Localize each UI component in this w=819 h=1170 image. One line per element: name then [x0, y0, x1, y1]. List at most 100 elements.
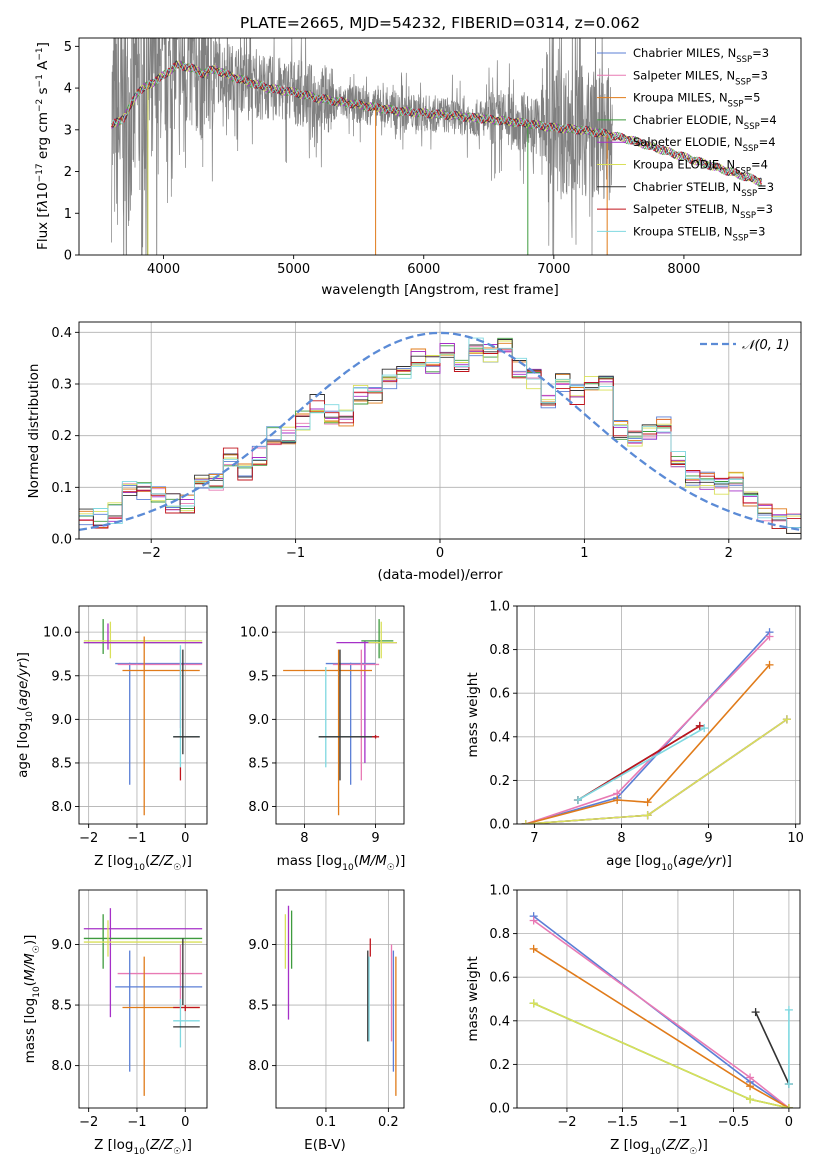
spectrum-panel: PLATE=2665, MJD=54232, FIBERID=0314, z=0… — [35, 14, 802, 298]
legend-label: Salpeter MILES, NSSP=3 — [633, 68, 768, 87]
spectrum-xlabel: wavelength [Angstrom, rest frame] — [321, 282, 559, 298]
series-lines — [529, 912, 793, 1108]
y-tick-label: 0.4 — [51, 326, 72, 341]
y-tick-label: 8.0 — [51, 800, 72, 815]
age-Z-bars — [83, 619, 203, 816]
x-tick-label: 9 — [704, 831, 712, 846]
x-tick-label: 8 — [617, 831, 625, 846]
series-lines — [521, 628, 791, 824]
series-line — [533, 1002, 790, 1108]
series-line — [525, 718, 788, 824]
x-tick-label: −1 — [127, 1115, 146, 1130]
y-tick-label: 9.0 — [248, 938, 269, 953]
spectrum-ylabel: Flux [fλ10−17 erg cm−2 s−1 A−1] — [35, 42, 51, 250]
residual-histogram — [79, 337, 801, 528]
histogram-traces — [79, 331, 801, 534]
x-tick-label: −2 — [79, 1115, 98, 1130]
y-tick-label: 0.0 — [51, 533, 72, 548]
x-tick-label: 0.2 — [378, 1115, 399, 1130]
massweight-vs-Z-ylabel: mass weight — [465, 956, 481, 1041]
series-line — [525, 664, 771, 824]
x-tick-label: 7000 — [537, 262, 570, 277]
y-tick-label: 9.5 — [51, 669, 72, 684]
y-tick-label: 9.0 — [51, 713, 72, 728]
x-tick-label: −1 — [286, 546, 305, 561]
x-tick-label: −2 — [79, 831, 98, 846]
y-tick-label: 1.0 — [489, 600, 510, 615]
axes-frame — [78, 37, 802, 256]
y-tick-label: 0.4 — [489, 1014, 510, 1029]
x-tick-label: 7 — [530, 831, 538, 846]
y-tick-label: 8.5 — [248, 756, 269, 771]
y-tick-label: 0.8 — [489, 643, 510, 658]
y-tick-label: 8.5 — [51, 756, 72, 771]
x-tick-label: 1 — [580, 546, 588, 561]
series-line — [577, 727, 705, 801]
y-tick-label: 8.0 — [248, 800, 269, 815]
y-tick-label: 10.0 — [43, 626, 72, 641]
x-tick-label: −2 — [557, 1115, 576, 1130]
x-tick-label: −1 — [127, 831, 146, 846]
residuals-xlabel: (data-model)/error — [377, 567, 503, 583]
y-tick-label: 0.4 — [489, 730, 510, 745]
age-vs-mass-panel: 8 9 8.0 8.5 9.0 9.5 10.0 mass [log10(M/M☉)] — [240, 605, 406, 873]
y-tick-label: 0.2 — [489, 774, 510, 789]
y-tick-label: 9.5 — [248, 669, 269, 684]
x-tick-label: 0.1 — [316, 1115, 337, 1130]
spectrum-traces — [111, 38, 763, 255]
gauss-legend-label: 𝒩(0, 1) — [742, 338, 789, 353]
y-tick-label: 8.5 — [248, 999, 269, 1014]
age-vs-Z-panel: −2 −1 0 8.0 8.5 9.0 9.5 10.0 Z [log10(Z/Z☉)] ag… — [15, 605, 208, 873]
axes-frame — [516, 889, 801, 1109]
y-tick-label: 0.0 — [489, 1102, 510, 1117]
y-tick-label: 9.0 — [51, 938, 72, 953]
y-tick-label: 0.3 — [51, 378, 72, 393]
y-tick-label: 4 — [64, 82, 72, 97]
mass-vs-ebv-xlabel: E(B-V) — [304, 1137, 346, 1153]
legend-label: Chabrier ELODIE, NSSP=4 — [633, 113, 777, 132]
axes-frame — [78, 889, 208, 1109]
axes-frame — [275, 889, 405, 1109]
age-vs-mass-xlabel: mass [log10(M/M☉)] — [277, 853, 406, 873]
residuals-ylabel: Normed distribution — [26, 364, 42, 499]
y-tick-label: 0.8 — [489, 927, 510, 942]
massweight-vs-age-ylabel: mass weight — [465, 672, 481, 757]
spectrum-title: PLATE=2665, MJD=54232, FIBERID=0314, z=0… — [240, 14, 640, 32]
residuals-panel: −2 −1 0 1 2 0.0 0.1 0.2 0.3 0.4 (data-model)/erro… — [26, 321, 802, 583]
age-vs-Z-ylabel: age [log10(age/yr)] — [15, 652, 35, 778]
series-line — [525, 635, 771, 824]
y-tick-label: 0 — [64, 249, 72, 264]
residuals-legend: 𝒩(0, 1) — [700, 338, 789, 353]
massweight-vs-age-panel: 7 8 9 10 0.0 0.2 0.4 0.6 0.8 1.0 age [log10(age/y… — [465, 600, 804, 874]
y-tick-label: 5 — [64, 40, 72, 55]
mass-vs-ebv-panel: 0.1 0.2 8.0 8.5 9.0 E(B-V) — [248, 889, 405, 1153]
x-tick-label: 9 — [371, 831, 379, 846]
spectrum-legend: Chabrier MILES, NSSP=3 Salpeter MILES, NS… — [597, 46, 777, 243]
mass-vs-Z-ylabel: mass [log10(M/M☉)] — [22, 935, 42, 1064]
y-tick-label: 0.6 — [489, 687, 510, 702]
y-tick-label: 0.6 — [489, 971, 510, 986]
x-tick-label: 8 — [300, 831, 308, 846]
y-tick-label: 2 — [64, 165, 72, 180]
series-line — [525, 631, 771, 824]
axes-frame — [275, 605, 405, 825]
axes-frame — [516, 605, 801, 825]
y-tick-label: 0.1 — [51, 481, 72, 496]
series-line — [525, 718, 788, 824]
y-tick-label: 1.0 — [489, 884, 510, 899]
legend-label: Kroupa STELIB, NSSP=3 — [633, 224, 765, 243]
mass-vs-Z-xlabel: Z [log10(Z/Z☉)] — [94, 1137, 192, 1157]
series-line — [533, 1002, 790, 1108]
massweight-vs-Z-xlabel: Z [log10(Z/Z☉)] — [610, 1137, 708, 1157]
y-tick-label: 3 — [64, 123, 72, 138]
series-line — [754, 1011, 790, 1085]
x-tick-label: 0 — [181, 1115, 189, 1130]
mass-vs-Z-panel: −2 −1 0 8.0 8.5 9.0 Z [log10(Z/Z☉)] mass [log… — [22, 889, 208, 1157]
y-tick-label: 1 — [64, 207, 72, 222]
legend-label: Salpeter ELODIE, NSSP=4 — [633, 135, 776, 154]
y-tick-label: 0.0 — [489, 818, 510, 833]
mass-Z-bars — [83, 908, 203, 1096]
x-tick-label: 0 — [436, 546, 444, 561]
axes-frame — [78, 321, 802, 540]
